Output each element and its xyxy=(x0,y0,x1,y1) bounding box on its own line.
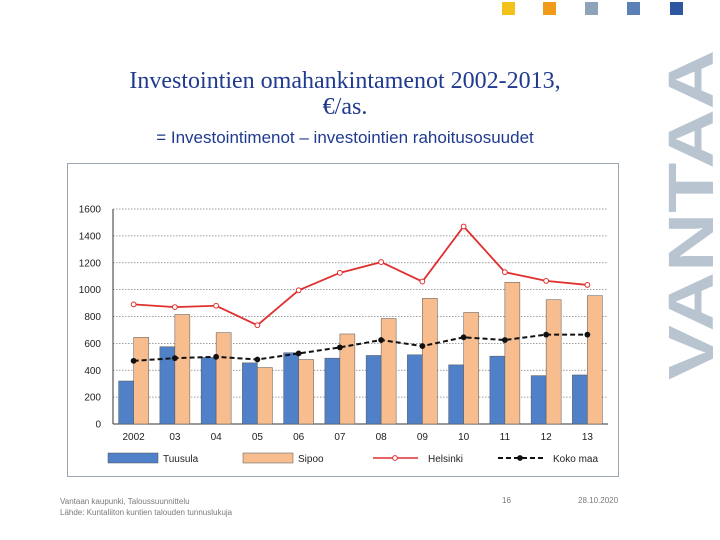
slide-title: Investointien omahankintamenot 2002-2013… xyxy=(40,68,650,120)
bar-sipoo xyxy=(463,312,479,425)
point-helsinki xyxy=(378,259,385,265)
point-helsinki xyxy=(419,278,426,285)
x-tick-label: 10 xyxy=(458,432,470,443)
legend-swatch-tuusula xyxy=(107,452,159,464)
y-tick-label: 1000 xyxy=(79,285,102,296)
legend-swatch-sipoo xyxy=(242,452,294,464)
point-koko-maa xyxy=(584,331,591,338)
bar-sipoo xyxy=(380,318,397,425)
point-helsinki xyxy=(336,269,343,276)
point-helsinki xyxy=(295,287,302,294)
point-helsinki xyxy=(460,223,467,230)
y-tick-label: 200 xyxy=(84,393,101,404)
legend-label-helsinki: Helsinki xyxy=(428,454,463,465)
legend-marker-koko-maa xyxy=(517,455,523,461)
x-tick-label: 12 xyxy=(541,432,553,443)
y-tick-label: 1600 xyxy=(79,205,102,216)
point-koko-maa xyxy=(543,331,550,338)
corner-square-3 xyxy=(585,2,598,15)
y-tick-label: 600 xyxy=(84,339,101,350)
bar-sipoo xyxy=(174,314,191,425)
corner-squares xyxy=(500,0,720,16)
x-tick-label: 11 xyxy=(500,432,511,443)
point-koko-maa xyxy=(460,334,467,341)
point-helsinki xyxy=(543,277,550,284)
bar-tuusula xyxy=(489,355,506,425)
point-koko-maa xyxy=(213,353,220,360)
point-helsinki xyxy=(213,302,220,309)
x-tick-label: 04 xyxy=(211,432,223,443)
point-helsinki xyxy=(130,301,137,308)
bar-sipoo xyxy=(504,281,521,425)
bar-sipoo xyxy=(422,298,438,425)
x-tick-label: 2002 xyxy=(123,432,146,443)
footer-source: Vantaan kaupunki, Taloussuunnittelu Lähd… xyxy=(60,496,232,518)
point-koko-maa xyxy=(336,344,343,351)
x-tick-label: 13 xyxy=(582,432,594,443)
bar-tuusula xyxy=(324,357,341,425)
x-tick-label: 07 xyxy=(334,432,346,443)
bar-tuusula xyxy=(365,355,382,425)
footer-source-line1: Vantaan kaupunki, Taloussuunnittelu xyxy=(60,497,190,506)
page-number: 16 xyxy=(502,496,511,505)
chart: 0 200 400 600 800 1000 1200 1400 1600 2002 03 04 05 0… xyxy=(79,205,608,465)
bar-tuusula xyxy=(572,374,588,425)
bar-sipoo xyxy=(298,359,314,425)
legend-label-koko-maa: Koko maa xyxy=(553,454,598,465)
slide-title-line2: €/as. xyxy=(322,94,368,120)
vantaa-logo-text: VANTAA xyxy=(655,50,720,380)
legend-marker-helsinki xyxy=(392,455,398,461)
corner-square-4 xyxy=(627,2,640,15)
vantaa-logo: VANTAA xyxy=(655,50,720,380)
point-helsinki xyxy=(501,269,508,276)
point-koko-maa xyxy=(378,337,385,343)
x-tick-label: 06 xyxy=(293,432,305,443)
bar-sipoo xyxy=(215,332,232,425)
x-tick-label: 08 xyxy=(376,432,388,443)
bar-tuusula xyxy=(530,375,547,425)
y-tick-label: 1200 xyxy=(79,258,102,269)
bar-sipoo xyxy=(257,367,273,425)
footer-date: 28.10.2020 xyxy=(578,496,619,505)
x-tick-label: 09 xyxy=(417,432,429,443)
y-tick-label: 400 xyxy=(84,366,101,377)
corner-square-1 xyxy=(502,2,515,15)
line-koko-maa xyxy=(133,333,588,362)
point-koko-maa xyxy=(171,355,178,362)
point-helsinki xyxy=(171,304,178,310)
bar-tuusula xyxy=(118,380,134,425)
point-koko-maa xyxy=(254,356,261,363)
bar-sipoo xyxy=(133,337,149,425)
point-koko-maa xyxy=(419,343,426,349)
bar-tuusula xyxy=(448,364,464,425)
bar-sipoo xyxy=(587,295,603,425)
point-helsinki xyxy=(584,282,591,288)
chart-frame: 0 200 400 600 800 1000 1200 1400 1600 2002 03 04 05 0… xyxy=(67,163,619,477)
corner-square-5 xyxy=(670,2,683,15)
corner-square-2 xyxy=(543,2,556,15)
legend-label-tuusula: Tuusula xyxy=(163,454,199,465)
x-tick-label: 03 xyxy=(169,432,181,443)
point-koko-maa xyxy=(295,350,302,357)
bar-tuusula xyxy=(407,354,423,425)
point-helsinki xyxy=(254,322,261,329)
bar-sipoo xyxy=(339,333,356,425)
y-tick-label: 0 xyxy=(95,420,101,431)
bar-sipoo xyxy=(545,299,562,425)
slide-title-line1: Investointien omahankintamenot 2002-2013… xyxy=(129,68,561,94)
bar-tuusula xyxy=(200,357,217,425)
line-helsinki xyxy=(133,225,588,327)
legend-label-sipoo: Sipoo xyxy=(298,454,324,465)
x-tick-label: 05 xyxy=(252,432,264,443)
slide-subtitle: = Investointimenot – investointien rahoi… xyxy=(156,128,534,147)
y-tick-label: 1400 xyxy=(79,231,102,242)
y-tick-label: 800 xyxy=(84,312,101,323)
point-koko-maa xyxy=(501,337,508,343)
bar-tuusula xyxy=(242,362,258,425)
point-koko-maa xyxy=(130,357,137,364)
footer-source-line2: Lähde: Kuntaliiton kuntien talouden tunn… xyxy=(60,508,233,517)
bar-tuusula xyxy=(283,352,299,425)
